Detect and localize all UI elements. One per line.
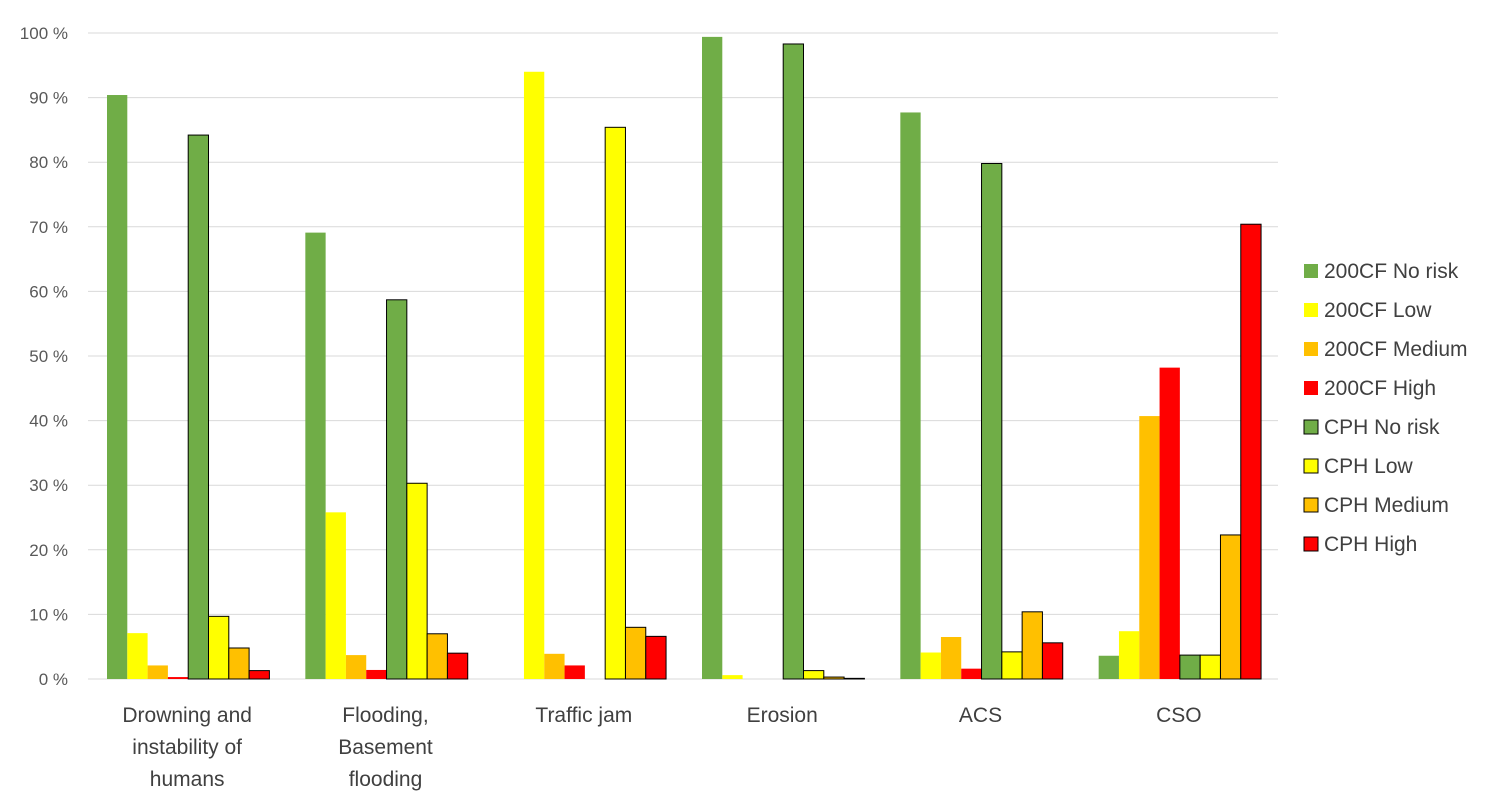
x-category-label: Traffic jam bbox=[535, 704, 632, 727]
gridlines bbox=[88, 32, 1278, 680]
bar-200cf-high bbox=[961, 668, 982, 679]
bar-200cf-low bbox=[1118, 631, 1140, 679]
y-tick-label: 10 % bbox=[29, 605, 68, 624]
bar-200cf-medium bbox=[1139, 416, 1160, 679]
bar-200cf-medium bbox=[544, 653, 565, 679]
bar-200cf-no-risk bbox=[107, 95, 128, 680]
legend-label: 200CF No risk bbox=[1324, 260, 1459, 283]
bar-200cf-low bbox=[523, 71, 545, 679]
y-tick-label: 20 % bbox=[29, 541, 68, 560]
legend-label: CPH Low bbox=[1324, 455, 1414, 478]
bar-200cf-low bbox=[722, 675, 743, 679]
bar-200cf-high bbox=[1159, 367, 1180, 679]
bar-cph-high bbox=[248, 670, 270, 680]
x-axis-categories: Drowning and instability of humans Flooding… bbox=[122, 704, 1201, 791]
x-category-label: Basement bbox=[338, 736, 433, 759]
legend-swatch bbox=[1304, 381, 1318, 395]
bar-cph-medium bbox=[1021, 611, 1043, 680]
bar-200cf-no-risk bbox=[1098, 655, 1119, 679]
bar-cph-no-risk bbox=[1179, 654, 1201, 680]
bar-cph-high bbox=[446, 652, 469, 680]
bar-200cf-low bbox=[127, 633, 148, 679]
y-tick-label: 40 % bbox=[29, 412, 68, 431]
legend-label: 200CF Medium bbox=[1324, 338, 1468, 361]
bar-cph-medium bbox=[624, 626, 647, 680]
bar-200cf-low bbox=[325, 512, 346, 679]
x-category-label: ACS bbox=[959, 704, 1002, 727]
bar-200cf-high bbox=[366, 669, 387, 679]
y-tick-label: 100 % bbox=[20, 24, 68, 43]
x-category-label: Flooding, bbox=[342, 704, 428, 727]
y-tick-label: 30 % bbox=[29, 476, 68, 495]
y-tick-label: 60 % bbox=[29, 282, 68, 301]
y-axis-ticks: 0 % 10 % 20 % 30 % 40 % 50 % 60 % 70 % 80 % 90 % 1… bbox=[20, 24, 68, 689]
bar-200cf-high bbox=[564, 665, 585, 679]
bar-cph-medium bbox=[1219, 534, 1242, 680]
bar-200cf-no-risk bbox=[900, 112, 921, 679]
bars bbox=[107, 36, 1262, 680]
legend-swatch bbox=[1303, 419, 1319, 435]
x-category-label: instability of bbox=[132, 736, 242, 759]
y-tick-label: 80 % bbox=[29, 153, 68, 172]
bar-cph-high bbox=[843, 677, 865, 680]
bar-cph-no-risk bbox=[782, 43, 805, 680]
x-category-label: humans bbox=[150, 768, 225, 791]
y-tick-label: 70 % bbox=[29, 218, 68, 237]
bar-cph-low bbox=[208, 615, 230, 680]
bar-cph-no-risk bbox=[386, 299, 408, 680]
x-category-label: flooding bbox=[349, 768, 423, 791]
bar-200cf-medium bbox=[147, 665, 168, 679]
bar-200cf-low bbox=[920, 652, 941, 679]
legend-swatch bbox=[1304, 303, 1318, 317]
y-tick-label: 0 % bbox=[39, 670, 68, 689]
legend-swatch bbox=[1303, 497, 1319, 513]
legend-label: CPH High bbox=[1324, 533, 1417, 556]
x-category-label: CSO bbox=[1156, 704, 1202, 727]
bar-cph-no-risk bbox=[187, 134, 209, 680]
legend-label: 200CF Low bbox=[1324, 299, 1432, 322]
bar-cph-low bbox=[406, 482, 428, 680]
bar-cph-high bbox=[1041, 642, 1064, 680]
legend-swatch bbox=[1304, 264, 1318, 278]
legend-label: CPH No risk bbox=[1324, 416, 1440, 439]
legend-label: 200CF High bbox=[1324, 377, 1436, 400]
bar-cph-medium bbox=[426, 633, 448, 680]
bar-200cf-no-risk bbox=[305, 232, 326, 679]
bar-cph-no-risk bbox=[981, 162, 1003, 680]
bar-cph-low bbox=[604, 126, 626, 680]
legend: 200CF No risk 200CF Low 200CF Medium 200CF … bbox=[1303, 260, 1468, 556]
y-tick-label: 90 % bbox=[29, 89, 68, 108]
bar-200cf-high bbox=[167, 677, 189, 679]
bar-cph-high bbox=[645, 635, 667, 680]
x-category-label: Erosion bbox=[747, 704, 818, 727]
legend-swatch bbox=[1304, 342, 1318, 356]
bar-200cf-medium bbox=[345, 655, 367, 679]
y-tick-label: 50 % bbox=[29, 347, 68, 366]
x-category-label: Drowning and bbox=[122, 704, 252, 727]
bar-200cf-medium bbox=[940, 637, 962, 679]
bar-cph-low bbox=[1199, 654, 1221, 680]
legend-swatch bbox=[1303, 536, 1319, 552]
bar-cph-high bbox=[1240, 223, 1262, 680]
legend-swatch bbox=[1303, 458, 1319, 474]
legend-label: CPH Medium bbox=[1324, 494, 1449, 517]
bar-cph-low bbox=[1001, 651, 1023, 680]
bar-200cf-no-risk bbox=[702, 36, 723, 680]
bar-cph-medium bbox=[823, 676, 845, 680]
bar-cph-medium bbox=[228, 647, 250, 680]
bar-cph-low bbox=[803, 670, 825, 680]
